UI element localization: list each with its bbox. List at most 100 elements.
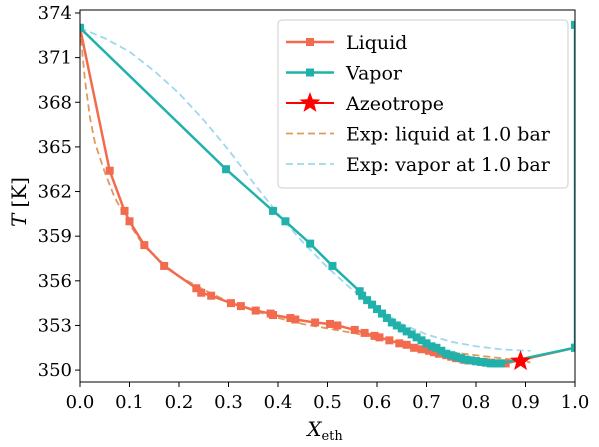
data-point	[125, 217, 134, 226]
data-point	[417, 345, 426, 354]
data-point	[447, 351, 456, 360]
data-point	[385, 336, 394, 345]
data-point	[571, 343, 575, 352]
x-tick-label: 0.1	[115, 392, 144, 413]
data-point	[197, 288, 206, 297]
data-point	[407, 330, 416, 339]
data-point	[496, 359, 505, 368]
y-tick-label: 356	[38, 271, 72, 292]
x-tick-label: 0.6	[363, 392, 392, 413]
x-tick-label: 0.5	[313, 392, 342, 413]
data-point	[311, 318, 320, 327]
data-point	[476, 357, 485, 366]
data-point	[281, 217, 290, 226]
series-azeotrope	[510, 350, 532, 371]
x-tick-label: 0.8	[462, 392, 491, 413]
legend-label: Exp: liquid at 1.0 bar	[346, 124, 551, 146]
data-point	[370, 331, 379, 340]
data-point	[291, 315, 300, 324]
x-tick-label: 1.0	[561, 392, 590, 413]
data-point	[269, 311, 278, 320]
legend-item-azeotrope: Azeotrope	[286, 92, 444, 115]
x-axis-label: Xeth	[305, 417, 343, 444]
data-point	[427, 342, 436, 351]
data-point	[486, 359, 495, 368]
data-point	[491, 359, 500, 368]
data-point	[462, 355, 471, 364]
legend-item-exp-vapor-at-1-0-bar: Exp: vapor at 1.0 bar	[286, 154, 551, 176]
series-layer	[80, 20, 575, 371]
data-point	[363, 296, 372, 305]
legend-label: Exp: vapor at 1.0 bar	[346, 154, 551, 176]
y-tick-label: 365	[38, 137, 72, 158]
x-axis-label-subscript: eth	[321, 429, 343, 444]
data-point	[373, 305, 381, 314]
data-point	[442, 349, 451, 358]
x-tick-label: 0.7	[412, 392, 441, 413]
y-tick-label: 353	[38, 315, 72, 336]
legend-label: Vapor	[345, 63, 403, 85]
data-point	[429, 348, 438, 357]
legend-item-exp-liquid-at-1-0-bar: Exp: liquid at 1.0 bar	[286, 124, 551, 146]
x-tick-label: 0.9	[511, 392, 540, 413]
y-axis-label: T [K]	[7, 177, 31, 227]
data-point	[410, 343, 419, 352]
data-point	[510, 350, 532, 371]
data-point	[226, 299, 235, 308]
y-axis-label-main: T	[7, 212, 31, 227]
data-point	[377, 309, 386, 318]
data-point	[412, 333, 421, 342]
x-tick-label: 0.3	[214, 392, 243, 413]
data-point	[160, 261, 169, 270]
legend-marker	[306, 68, 314, 77]
data-point	[333, 321, 342, 330]
data-point	[222, 165, 231, 174]
data-point	[286, 314, 295, 323]
data-point	[350, 325, 359, 334]
data-point	[382, 314, 391, 323]
series-vapor	[80, 20, 575, 368]
data-point	[368, 300, 377, 309]
data-point	[387, 318, 396, 327]
data-point	[432, 343, 441, 352]
series-exp-vapor-at-1-0-bar	[80, 27, 531, 352]
data-point	[571, 20, 575, 29]
legend-label: Liquid	[346, 32, 407, 54]
y-axis-label-unit: [K]	[7, 177, 31, 208]
data-point	[360, 328, 369, 337]
data-point	[472, 357, 480, 366]
legend-item-vapor: Vapor	[286, 63, 403, 85]
legend-item-liquid: Liquid	[286, 32, 407, 54]
data-point	[105, 166, 114, 175]
y-tick-label: 350	[38, 360, 72, 381]
y-tick-label: 374	[38, 3, 72, 24]
data-point	[452, 352, 461, 361]
legend-label: Azeotrope	[345, 93, 444, 115]
data-point	[375, 333, 384, 342]
data-point	[306, 239, 315, 248]
ticks: 0.0 0.1 0.2 0.3 0.4 0.5 0.6 0.7 0.8 0.9 1.0 350 353 3…	[38, 3, 590, 413]
data-point	[422, 339, 431, 348]
data-point	[269, 206, 278, 215]
data-point	[325, 319, 334, 328]
data-point	[395, 339, 404, 348]
data-point	[251, 306, 260, 315]
data-point	[402, 327, 411, 336]
legend: Liquid Vapor Azeotrope Exp: liquid at 1.0 b…	[277, 19, 569, 189]
y-tick-label: 362	[38, 182, 72, 203]
series-line	[80, 27, 531, 352]
data-point	[481, 358, 490, 367]
x-tick-label: 0.4	[264, 392, 293, 413]
y-tick-label: 359	[38, 226, 72, 247]
data-point	[192, 284, 201, 293]
data-point	[80, 23, 84, 32]
data-point	[402, 340, 411, 349]
legend-marker	[306, 38, 314, 46]
data-point	[417, 336, 426, 345]
data-point	[207, 291, 216, 300]
legend-marker	[299, 92, 321, 112]
data-point	[467, 356, 476, 365]
data-point	[328, 261, 337, 270]
data-point	[457, 354, 466, 363]
data-point	[437, 346, 446, 355]
